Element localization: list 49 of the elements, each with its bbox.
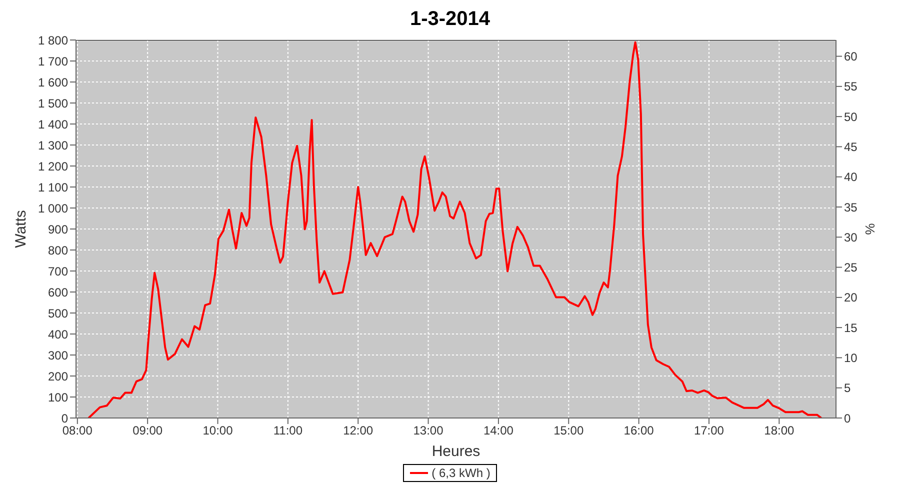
x-tick-label: 11:00 — [273, 424, 303, 438]
y-tick-label: 1 800 — [38, 33, 68, 48]
x-tick-label: 09:00 — [132, 424, 163, 438]
y-tick-label: 1 300 — [38, 138, 68, 152]
y2-tick-label: 50 — [844, 110, 858, 124]
y-tick-label: 1 500 — [38, 96, 68, 110]
y-tick-label: 1 200 — [38, 159, 68, 174]
y-tick-label: 700 — [48, 264, 68, 278]
y2-tick-label: 20 — [844, 290, 858, 305]
y2-tick-label: 60 — [844, 50, 858, 64]
y-tick-label: 1 000 — [38, 201, 68, 216]
legend-label: ( 6,3 kWh ) — [432, 466, 490, 480]
y-tick-label: 400 — [48, 327, 68, 342]
y2-tick-label: 30 — [844, 230, 858, 244]
chart-title: 1-3-2014 — [408, 8, 492, 30]
y-tick-label: 200 — [48, 369, 68, 384]
y-tick-label: 900 — [48, 222, 68, 236]
x-tick-label: 15:00 — [554, 424, 584, 438]
y-tick-label: 100 — [48, 390, 68, 404]
x-tick-label: 18:00 — [764, 424, 794, 438]
line-series — [88, 41, 822, 418]
y2-tick-label: 35 — [844, 200, 858, 214]
y-tick-label: 1 700 — [38, 54, 68, 68]
y-tick-label: 1 100 — [38, 180, 68, 194]
x-axis-title: Heures — [432, 443, 480, 460]
y-axis-title: Watts — [12, 210, 30, 248]
y-tick-label: 800 — [48, 243, 68, 258]
x-tick-label: 17:00 — [694, 424, 724, 438]
y-tick-label: 600 — [48, 285, 68, 300]
y2-axis-title: % — [862, 223, 878, 236]
y-tick-label: 500 — [48, 306, 68, 320]
x-tick-label: 14:00 — [483, 424, 514, 438]
y-tick-label: 1 600 — [38, 75, 68, 90]
x-tick-label: 12:00 — [343, 424, 374, 438]
y-tick-label: 1 400 — [38, 117, 68, 132]
y2-tick-label: 5 — [844, 381, 851, 396]
x-tick-label: 13:00 — [413, 424, 444, 438]
y2-tick-label: 55 — [844, 80, 858, 94]
x-tick-label: 16:00 — [624, 424, 654, 438]
y2-tick-label: 40 — [844, 170, 858, 184]
y2-tick-label: 45 — [844, 140, 858, 154]
x-tick-label: 10:00 — [202, 424, 234, 438]
x-tick-label: 08:00 — [62, 424, 93, 438]
y2-tick-label: 25 — [844, 260, 858, 275]
y-tick-label: 300 — [48, 348, 68, 362]
y2-tick-label: 15 — [844, 320, 858, 335]
y-tick-label: 0 — [61, 411, 68, 426]
y2-tick-label: 0 — [844, 411, 851, 426]
y2-tick-label: 10 — [844, 350, 858, 365]
